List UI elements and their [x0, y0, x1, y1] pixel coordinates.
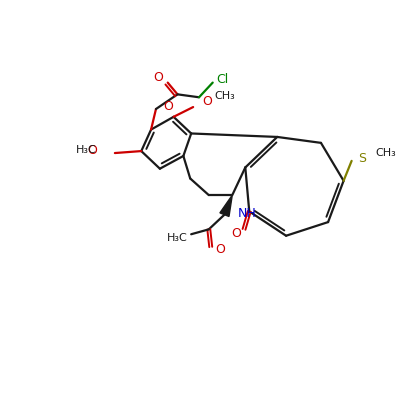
- Text: O: O: [163, 100, 173, 112]
- Text: O: O: [87, 144, 97, 157]
- Text: CH₃: CH₃: [215, 91, 236, 101]
- Text: O: O: [231, 227, 241, 240]
- Polygon shape: [220, 195, 232, 216]
- Text: O: O: [153, 71, 163, 84]
- Text: H₃C: H₃C: [76, 145, 96, 155]
- Text: O: O: [202, 95, 212, 108]
- Text: H₃C: H₃C: [167, 233, 188, 243]
- Text: S: S: [358, 152, 366, 166]
- Text: O: O: [216, 243, 226, 256]
- Text: Cl: Cl: [216, 73, 229, 86]
- Text: NH: NH: [238, 207, 257, 220]
- Text: CH₃: CH₃: [375, 148, 396, 158]
